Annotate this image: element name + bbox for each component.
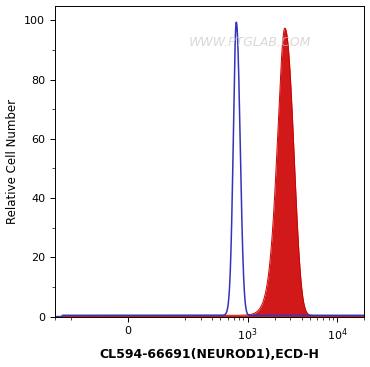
- Text: WWW.PTGLAB.COM: WWW.PTGLAB.COM: [189, 36, 311, 50]
- X-axis label: CL594-66691(NEUROD1),ECD-H: CL594-66691(NEUROD1),ECD-H: [100, 348, 320, 361]
- Y-axis label: Relative Cell Number: Relative Cell Number: [6, 98, 18, 224]
